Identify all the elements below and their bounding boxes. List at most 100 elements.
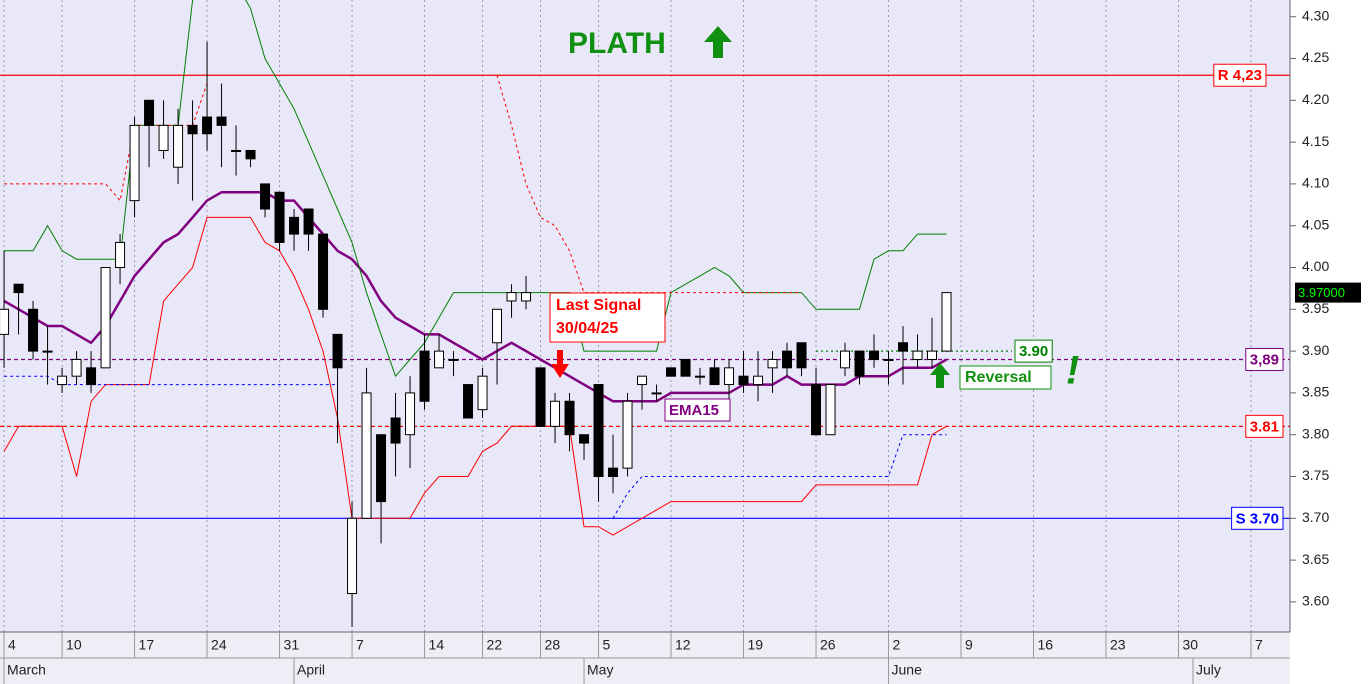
y-tick-label: 4.30 (1302, 7, 1329, 23)
levels (0, 74, 1290, 519)
x-tick-label: 7 (356, 637, 364, 653)
candle-body (927, 350, 938, 360)
candle-body (724, 367, 735, 386)
signal-box (549, 292, 666, 343)
candle-body (912, 350, 923, 360)
candle-body (158, 124, 169, 151)
y-tick-label: 3.70 (1302, 509, 1329, 525)
level-label: 3.90 (1019, 343, 1048, 360)
candle-body (405, 392, 416, 436)
y-tick-label: 3.90 (1302, 342, 1329, 358)
candle-body (390, 417, 401, 444)
x-tick-label: 2 (893, 637, 901, 653)
candle-body (564, 400, 575, 436)
x-tick-label: 23 (1110, 637, 1126, 653)
candle-body (709, 367, 720, 386)
y-tick-label: 4.00 (1302, 258, 1329, 274)
ema-label: EMA15 (669, 402, 719, 419)
candle-body (419, 350, 430, 402)
month-label: March (7, 662, 46, 678)
candle-body (187, 124, 198, 135)
reversal-label: Reversal (965, 369, 1032, 386)
candle-body (0, 308, 10, 335)
level-label-box (1231, 506, 1284, 530)
x-tick-label: 7 (1255, 637, 1263, 653)
candle-body (129, 124, 140, 202)
candle-body (637, 375, 648, 386)
level-labels: R 4,23 3.81 3,89 S 3.70 3.90 3.97000 (1014, 63, 1361, 530)
x-tick-label: 5 (603, 637, 611, 653)
candle-body (347, 517, 358, 595)
y-tick-label: 3.80 (1302, 425, 1329, 441)
level-label-box (1014, 339, 1053, 363)
candle-body (303, 208, 314, 235)
candle-body (883, 358, 894, 361)
y-tick-label: 4.10 (1302, 175, 1329, 191)
x-tick-label: 12 (675, 637, 691, 653)
x-tick-label: 31 (284, 637, 300, 653)
candle-body (535, 367, 546, 427)
candle-body (245, 149, 256, 160)
x-tick-label: 9 (965, 637, 973, 653)
x-tick-label: 10 (66, 637, 82, 653)
candle-body (318, 233, 329, 310)
y-tick-label: 4.05 (1302, 216, 1329, 232)
level-label-box (1245, 414, 1284, 438)
candle-body (260, 183, 271, 210)
candle-body (376, 434, 387, 503)
month-label: June (892, 662, 923, 678)
candle-body (86, 367, 97, 386)
candle-body (695, 375, 706, 378)
x-tick-label: 24 (211, 637, 227, 653)
y-tick-label: 3.65 (1302, 551, 1329, 567)
candle-body (854, 350, 865, 377)
x-tick-label: 28 (545, 637, 561, 653)
candle-body (57, 375, 68, 386)
month-label: April (297, 662, 325, 678)
level-label-box (1245, 347, 1284, 371)
y-tick-label: 3.85 (1302, 384, 1329, 400)
candle-body (173, 124, 184, 168)
up-arrow (930, 363, 950, 388)
title-annotation: PLATH (568, 27, 666, 60)
x-tick-label: 17 (139, 637, 155, 653)
indicator-line (3, 191, 948, 403)
candle-body (202, 116, 213, 135)
x-tick-label: 26 (820, 637, 836, 653)
last-price-label: 3.97000 (1298, 285, 1345, 300)
candle-body (144, 99, 155, 126)
candle-body (361, 392, 372, 519)
candle-body (811, 384, 822, 436)
level-label: 3,89 (1250, 351, 1279, 368)
candle-body (622, 400, 633, 469)
signal-date: 30/04/25 (556, 320, 618, 337)
candles (0, 41, 952, 627)
signal-label: Last Signal (556, 297, 641, 314)
candle-body (825, 384, 836, 436)
candle-body (579, 434, 590, 444)
candle-body (289, 216, 300, 235)
last-price-box (1295, 282, 1361, 303)
month-label: July (1196, 662, 1221, 678)
grid (3, 0, 1252, 632)
candle-body (840, 350, 851, 369)
x-tick-label: 4 (8, 637, 16, 653)
y-tick-label: 4.25 (1302, 49, 1329, 65)
y-tick-label: 3.60 (1302, 593, 1329, 609)
candle-body (796, 342, 807, 369)
candle-body (782, 350, 793, 369)
level-label: 3.81 (1250, 418, 1279, 435)
candle-body (28, 308, 39, 352)
candle-body (100, 267, 111, 369)
axis-background (1290, 0, 1368, 684)
candle-body (651, 392, 662, 395)
level-label: S 3.70 (1236, 510, 1279, 527)
ema-box (664, 398, 731, 422)
candle-body (332, 333, 343, 369)
y-tick-label: 3.95 (1302, 300, 1329, 316)
axes: 4 10 17 24 31 7 14 22 28 5 12 19 26 2 9 16 23 30 7 March Apr… (0, 0, 1329, 684)
candle-body (463, 384, 474, 419)
candle-body (492, 308, 503, 344)
candle-body (550, 400, 561, 427)
